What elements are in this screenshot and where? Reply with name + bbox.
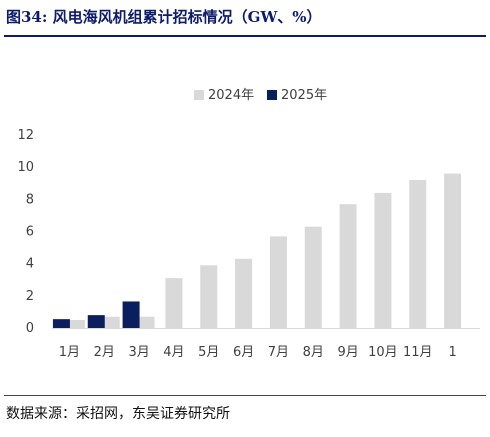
bar-series-2024 (269, 236, 287, 328)
bar-series-2024 (374, 192, 392, 328)
title-divider (4, 35, 486, 37)
y-tick-label: 2 (26, 289, 34, 304)
bar-series-2024 (67, 319, 85, 328)
x-tick-label: 5月 (198, 345, 219, 360)
bar-series-2024 (409, 180, 427, 328)
x-tick-label: 1月 (59, 345, 80, 360)
y-tick-label: 4 (26, 257, 34, 272)
legend-swatch (194, 90, 204, 100)
y-tick-label: 12 (17, 128, 34, 143)
legend-label: 2024年 (208, 88, 254, 103)
bar-series-2025 (87, 315, 105, 328)
x-tick-label: 9月 (337, 345, 358, 360)
x-tick-label: 1 (448, 345, 456, 360)
x-tick-label: 2月 (94, 345, 115, 360)
bar-series-2024 (235, 258, 253, 328)
bar-series-2024 (200, 265, 218, 328)
bar-series-2025 (122, 301, 140, 328)
legend-swatch (267, 90, 277, 100)
bar-series (52, 173, 462, 328)
x-axis: 1月 2月 3月 4月 5月 6月 7月 8月 9月 10月 11月 1 (52, 328, 480, 360)
y-axis: 0 2 4 6 8 10 12 (17, 128, 34, 336)
y-tick-label: 10 (17, 160, 34, 175)
x-tick-label: 8月 (303, 345, 324, 360)
bar-series-2024 (137, 316, 155, 328)
x-tick-label: 6月 (233, 345, 254, 360)
y-tick-label: 6 (26, 225, 34, 240)
x-tick-label: 4月 (163, 345, 184, 360)
y-tick-label: 8 (26, 192, 34, 207)
bar-series-2024 (339, 204, 357, 328)
bar-series-2024 (165, 278, 183, 328)
footer-divider (4, 395, 486, 396)
page-title: 图34: 风电海风机组累计招标情况（GW、%） (6, 8, 322, 26)
bar-series-2024 (102, 316, 120, 328)
bar-series-2025 (52, 319, 70, 328)
x-tick-label: 10月 (368, 345, 398, 360)
x-tick-label: 11月 (403, 345, 433, 360)
chart-legend: 2024年 2025年 (194, 88, 327, 103)
x-tick-label: 7月 (268, 345, 289, 360)
x-tick-label: 3月 (128, 345, 149, 360)
source-note: 数据来源：采招网，东吴证券研究所 (6, 406, 230, 422)
bar-series-2024 (444, 173, 462, 328)
legend-label: 2025年 (281, 88, 327, 103)
y-tick-label: 0 (26, 321, 34, 336)
bar-series-2024 (304, 226, 322, 328)
